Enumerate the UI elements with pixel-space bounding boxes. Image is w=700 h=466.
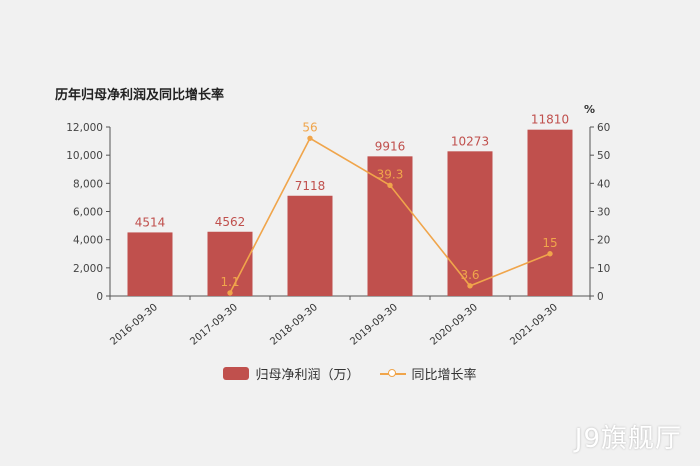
x-tick-label: 2020-09-30 <box>428 302 480 348</box>
line-point <box>307 135 313 141</box>
y-right-unit: % <box>584 103 595 116</box>
line-label: 56 <box>302 120 317 134</box>
y-right-tick-label: 10 <box>597 263 610 275</box>
x-tick-label: 2019-09-30 <box>348 302 400 348</box>
y-right-tick-label: 0 <box>597 291 604 303</box>
line-label: 3.6 <box>460 268 479 282</box>
bar <box>527 129 573 296</box>
y-left-tick-label: 6,000 <box>73 207 103 219</box>
watermark: J9旗舰厅 <box>574 424 682 454</box>
line-point <box>467 283 473 289</box>
bar <box>367 156 413 296</box>
legend-item-line[interactable]: 同比增长率 <box>379 364 477 383</box>
chart-title: 历年归母净利润及同比增长率 <box>55 88 225 103</box>
y-left-tick-label: 0 <box>96 291 103 303</box>
line-point <box>387 182 393 189</box>
y-left-tick-label: 4,000 <box>73 235 103 247</box>
legend-label-bar: 归母净利润（万） <box>255 368 360 383</box>
y-right-tick-label: 30 <box>597 207 610 219</box>
bar-label: 11810 <box>531 113 569 127</box>
y-left-tick-label: 10,000 <box>66 150 103 162</box>
legend-line-swatch <box>379 367 406 380</box>
bar <box>287 195 333 296</box>
line-label: 1.1 <box>220 275 239 289</box>
legend-item-bar[interactable]: 归母净利润（万） <box>223 364 360 383</box>
bar-label: 10273 <box>451 134 489 148</box>
bar-label: 4562 <box>215 215 246 229</box>
legend: 归母净利润（万） 同比增长率 <box>0 364 700 383</box>
y-left-tick-label: 2,000 <box>73 263 103 275</box>
line-point <box>227 290 233 296</box>
y-right-tick-label: 20 <box>597 235 610 247</box>
line-point <box>547 251 553 257</box>
y-right-tick-label: 50 <box>597 150 610 162</box>
legend-bar-swatch <box>223 367 250 380</box>
bar <box>447 151 493 296</box>
x-tick-label: 2018-09-30 <box>268 302 320 348</box>
y-right-tick-label: 40 <box>597 178 610 190</box>
x-tick-label: 2016-09-30 <box>108 302 160 348</box>
bar <box>127 232 173 296</box>
bar-label: 7118 <box>295 179 326 193</box>
y-left-tick-label: 8,000 <box>73 178 103 190</box>
legend-label-line: 同比增长率 <box>411 368 477 383</box>
x-tick-label: 2017-09-30 <box>188 302 240 348</box>
x-tick-label: 2021-09-30 <box>508 302 560 348</box>
bar-label: 9916 <box>375 139 406 153</box>
line-label: 15 <box>542 236 557 250</box>
line-label: 39.3 <box>377 167 404 181</box>
y-left-tick-label: 12,000 <box>66 122 103 134</box>
y-right-tick-label: 60 <box>597 122 610 134</box>
bar-label: 4514 <box>135 215 166 229</box>
